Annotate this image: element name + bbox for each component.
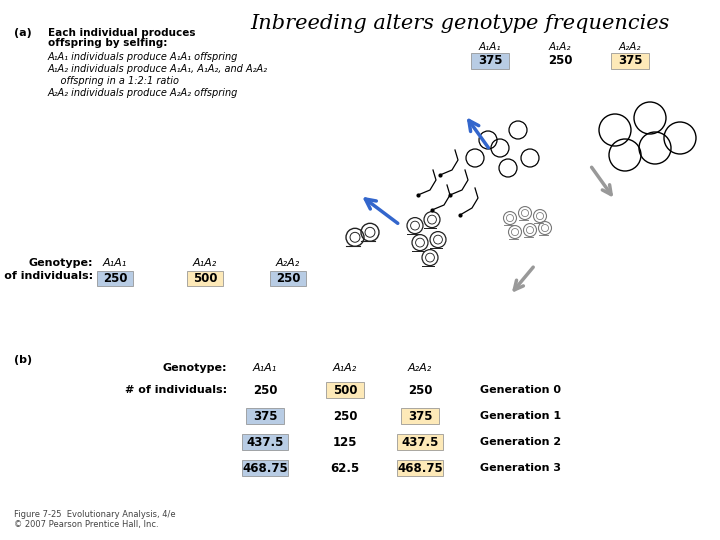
Text: 468.75: 468.75 xyxy=(242,462,288,475)
Text: (b): (b) xyxy=(14,355,32,365)
Text: A₁A₁: A₁A₁ xyxy=(103,258,127,268)
Text: A₂A₂: A₂A₂ xyxy=(618,42,642,52)
Text: # of individuals:: # of individuals: xyxy=(125,385,227,395)
Text: 250: 250 xyxy=(548,55,572,68)
FancyBboxPatch shape xyxy=(611,53,649,69)
FancyBboxPatch shape xyxy=(246,408,284,424)
Text: 468.75: 468.75 xyxy=(397,462,443,475)
FancyBboxPatch shape xyxy=(97,271,133,286)
Text: 250: 250 xyxy=(408,383,432,396)
Text: 250: 250 xyxy=(253,383,277,396)
Text: 500: 500 xyxy=(193,272,217,285)
FancyBboxPatch shape xyxy=(242,434,288,450)
Text: 437.5: 437.5 xyxy=(246,435,284,449)
Text: offspring by selfing:: offspring by selfing: xyxy=(48,38,167,48)
FancyBboxPatch shape xyxy=(187,271,223,286)
Text: 375: 375 xyxy=(478,55,503,68)
Text: # of individuals:: # of individuals: xyxy=(0,271,93,281)
Text: Genotype:: Genotype: xyxy=(163,363,227,373)
Text: 375: 375 xyxy=(618,55,642,68)
Text: Each individual produces: Each individual produces xyxy=(48,28,196,38)
Text: A₁A₁: A₁A₁ xyxy=(479,42,501,52)
Text: Generation 0: Generation 0 xyxy=(480,385,561,395)
Text: A₂A₂: A₂A₂ xyxy=(408,363,432,373)
Text: 437.5: 437.5 xyxy=(401,435,438,449)
Text: Genotype:: Genotype: xyxy=(29,258,93,268)
Text: 500: 500 xyxy=(333,383,357,396)
Text: (a): (a) xyxy=(14,28,32,38)
Text: 125: 125 xyxy=(333,435,357,449)
Text: A₁A₁: A₁A₁ xyxy=(253,363,277,373)
Text: 62.5: 62.5 xyxy=(330,462,359,475)
Text: 375: 375 xyxy=(253,409,277,422)
Text: Generation 2: Generation 2 xyxy=(480,437,561,447)
Text: Generation 3: Generation 3 xyxy=(480,463,561,473)
FancyBboxPatch shape xyxy=(397,434,443,450)
FancyBboxPatch shape xyxy=(326,382,364,398)
Text: A₁A₁ individuals produce A₁A₁ offspring: A₁A₁ individuals produce A₁A₁ offspring xyxy=(48,52,238,62)
Text: A₁A₂: A₁A₂ xyxy=(333,363,357,373)
FancyBboxPatch shape xyxy=(401,408,439,424)
Text: 250: 250 xyxy=(333,409,357,422)
FancyBboxPatch shape xyxy=(242,460,288,476)
Text: A₁A₂: A₁A₂ xyxy=(549,42,571,52)
Text: Generation 1: Generation 1 xyxy=(480,411,561,421)
Text: A₁A₂: A₁A₂ xyxy=(193,258,217,268)
Text: A₂A₂: A₂A₂ xyxy=(276,258,300,268)
Text: A₂A₂ individuals produce A₂A₂ offspring: A₂A₂ individuals produce A₂A₂ offspring xyxy=(48,88,238,98)
Text: offspring in a 1:2:1 ratio: offspring in a 1:2:1 ratio xyxy=(48,76,179,86)
FancyBboxPatch shape xyxy=(471,53,509,69)
Text: 250: 250 xyxy=(276,272,300,285)
Text: Inbreeding alters genotype frequencies: Inbreeding alters genotype frequencies xyxy=(251,14,670,33)
Text: A₁A₂ individuals produce A₁A₁, A₁A₂, and A₂A₂: A₁A₂ individuals produce A₁A₁, A₁A₂, and… xyxy=(48,64,268,74)
FancyBboxPatch shape xyxy=(270,271,306,286)
Text: 250: 250 xyxy=(103,272,127,285)
FancyBboxPatch shape xyxy=(397,460,443,476)
Text: Figure 7-25  Evolutionary Analysis, 4/e
© 2007 Pearson Prentice Hall, Inc.: Figure 7-25 Evolutionary Analysis, 4/e ©… xyxy=(14,510,176,529)
Text: 375: 375 xyxy=(408,409,432,422)
